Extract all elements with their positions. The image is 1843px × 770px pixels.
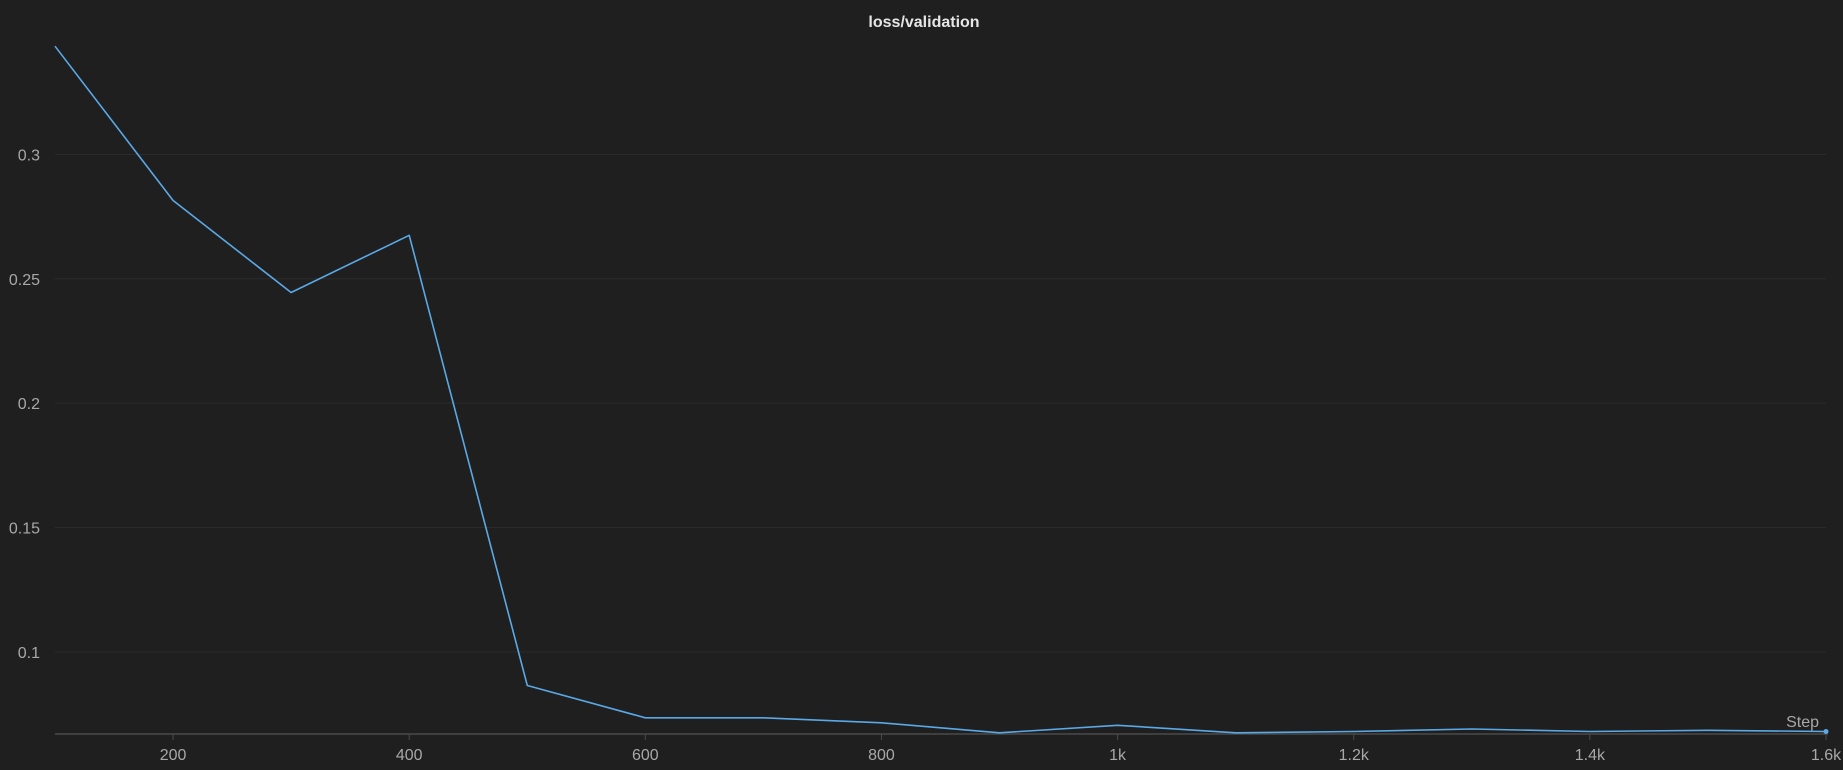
y-tick-label: 0.15 — [9, 521, 40, 538]
x-tick-labels: 200 400 600 800 1k 1.2k 1.4k 1.6k — [160, 734, 1842, 764]
y-tick-labels: 0.1 0.15 0.2 0.25 0.3 — [9, 147, 40, 661]
chart-title: loss/validation — [868, 14, 979, 31]
data-point[interactable] — [1823, 729, 1829, 735]
x-tick-label: 1.2k — [1339, 747, 1370, 764]
y-tick-label: 0.3 — [18, 147, 40, 164]
x-tick-label: 1k — [1109, 747, 1127, 764]
y-tick-label: 0.1 — [18, 645, 40, 662]
gridlines — [55, 153, 1826, 653]
series-lines — [54, 45, 1829, 735]
x-tick-label: 1.4k — [1575, 747, 1606, 764]
x-tick-label: 200 — [160, 747, 187, 764]
x-tick-label: 800 — [868, 747, 895, 764]
y-tick-label: 0.25 — [9, 272, 40, 289]
y-tick-label: 0.2 — [18, 396, 40, 413]
x-tick-label: 400 — [396, 747, 423, 764]
x-tick-label: 600 — [632, 747, 659, 764]
x-tick-label: 1.6k — [1811, 747, 1842, 764]
series-line — [54, 45, 1827, 734]
x-axis-title: Step — [1786, 714, 1819, 731]
